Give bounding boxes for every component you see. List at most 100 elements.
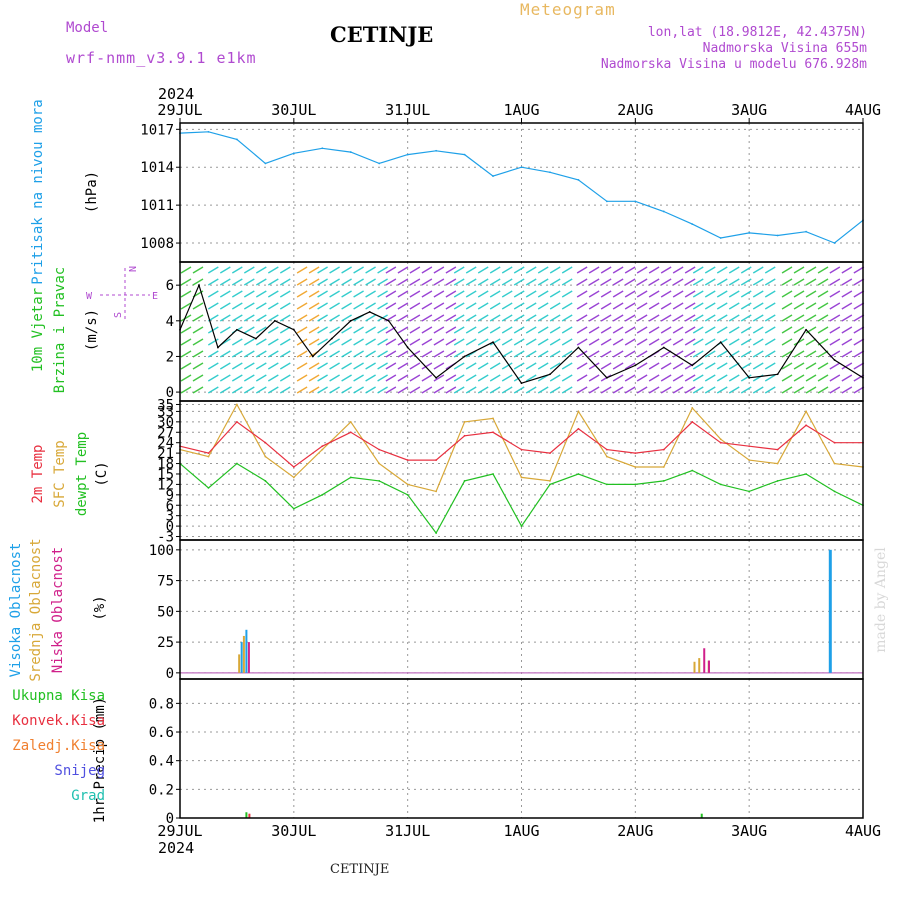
- station-title: CETINJE: [330, 22, 434, 47]
- wind-barb: [588, 302, 600, 310]
- wind-barb: [377, 290, 388, 298]
- wind-barb: [841, 350, 853, 358]
- wind-barb: [513, 374, 525, 382]
- wind-barb: [433, 290, 445, 298]
- wind-barb: [692, 362, 704, 370]
- wind-barb: [829, 374, 841, 382]
- y-tick-label: 4: [166, 314, 174, 330]
- wind-barb: [672, 314, 684, 322]
- wind-barb: [648, 302, 660, 310]
- wind-barb: [612, 338, 624, 346]
- wind-barb: [672, 278, 684, 286]
- wind-barb: [636, 338, 648, 346]
- sfc-temp-line-point: [833, 462, 836, 465]
- wind-barb: [513, 302, 525, 310]
- model-name: wrf-nmm_v3.9.1 e1km: [66, 49, 257, 67]
- sfc-temp-line-point: [691, 407, 694, 409]
- wind-barb: [728, 290, 740, 298]
- wind-speed-line-point: [719, 341, 722, 344]
- dewpt-temp-line-point: [349, 476, 352, 479]
- wind-barb: [267, 290, 279, 298]
- wind-barb: [267, 314, 279, 322]
- wind-barb: [716, 326, 728, 334]
- wind-barb: [549, 290, 561, 298]
- footer-station: CETINJE: [330, 862, 390, 877]
- time-tick-label-bottom: 1AUG: [503, 822, 539, 840]
- wind-barb: [841, 302, 853, 310]
- wind-barb: [341, 278, 352, 286]
- wind-barb: [207, 338, 219, 346]
- wind-barb: [576, 278, 588, 286]
- wind-barb: [636, 278, 648, 286]
- wind-barb: [465, 278, 477, 286]
- wind-barb: [624, 290, 636, 298]
- pressure-line-point: [805, 230, 807, 233]
- wind-barb: [231, 266, 243, 274]
- wind-barb: [764, 374, 776, 382]
- wind-speed-line-point: [577, 346, 580, 349]
- wind-barb: [588, 326, 600, 334]
- wind-barb: [296, 302, 308, 310]
- wind-barb: [853, 338, 865, 346]
- wind-barb: [267, 302, 279, 310]
- wind-barb: [477, 338, 489, 346]
- y-tick-label: 1008: [140, 236, 174, 252]
- pressure-line-point: [492, 175, 494, 177]
- wind-barb: [308, 266, 320, 274]
- wind-barb: [219, 362, 231, 370]
- wind-barb: [267, 266, 279, 274]
- wind-barb: [716, 290, 728, 298]
- wind-barb: [409, 290, 421, 298]
- cloud-bar: [828, 549, 832, 673]
- dewpt-temp-line-point: [321, 493, 324, 496]
- wind-speed-line-point: [634, 364, 637, 367]
- wind-barb: [636, 266, 648, 274]
- time-tick-label-bottom: 31JUL: [385, 822, 430, 840]
- wind-barb: [561, 302, 573, 310]
- wind-barb: [477, 266, 489, 274]
- wind-barb: [704, 374, 716, 382]
- wind-speed-line-point: [520, 382, 523, 385]
- wind-barb: [489, 302, 501, 310]
- wind-barb: [207, 266, 219, 274]
- wind-barb: [781, 266, 793, 274]
- wind-barb: [684, 374, 696, 382]
- wind-barb: [672, 386, 684, 394]
- wind-barb: [231, 338, 243, 346]
- wind-barb: [740, 326, 752, 334]
- wind-speed-line-point: [833, 359, 836, 361]
- pressure-line-point: [662, 210, 665, 213]
- wind-barb: [409, 314, 421, 322]
- wind-barb: [692, 266, 704, 274]
- wind-barb: [477, 302, 489, 310]
- sfc-temp-line-point: [492, 417, 494, 420]
- precip-axis-label: 1hr Precip (mm): [92, 697, 108, 823]
- wind-barb: [231, 350, 243, 358]
- wind-barb: [296, 350, 308, 358]
- y-tick-label: 0: [166, 811, 174, 827]
- wind-barb: [600, 302, 612, 310]
- wind-unit-label: (m/s): [84, 309, 100, 351]
- wind-barb: [231, 386, 243, 394]
- wind-barb: [353, 326, 364, 334]
- sfc-temp-line-point: [520, 476, 523, 479]
- wind-barb: [817, 314, 829, 322]
- sfc-temp-line-point: [776, 462, 779, 465]
- wind-barb: [704, 350, 716, 358]
- y-tick-label: 24: [157, 436, 174, 452]
- wind-barb: [279, 266, 291, 274]
- wind-barb: [255, 266, 267, 274]
- wind-barb: [636, 374, 648, 382]
- y-tick-label: 2: [166, 349, 174, 365]
- wind-barb: [192, 278, 204, 286]
- wind-barb: [648, 374, 660, 382]
- wind-barb: [588, 266, 600, 274]
- wind-barb: [805, 374, 817, 382]
- wind-barb: [365, 374, 376, 382]
- time-tick-label-top: 2AUG: [617, 101, 653, 119]
- wind-barb: [180, 362, 192, 370]
- wind-speed-line-point: [236, 328, 238, 331]
- wind-speed-line-point: [349, 319, 352, 322]
- wind-barb: [841, 266, 853, 274]
- wind-barb: [728, 326, 740, 334]
